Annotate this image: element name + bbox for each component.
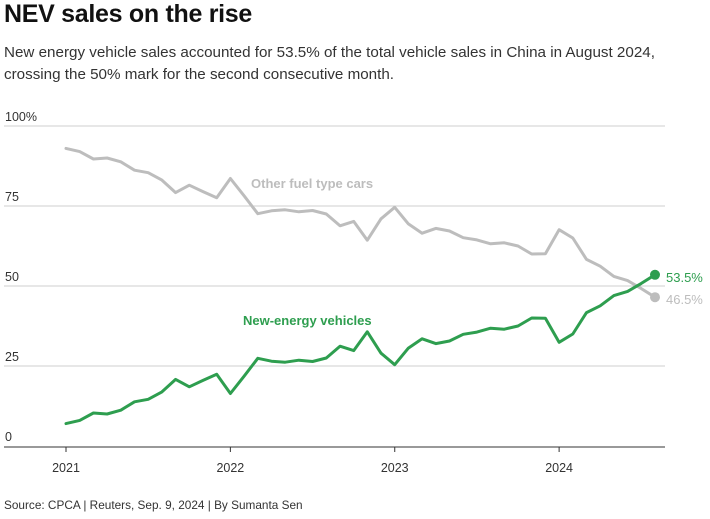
- end-label-new-energy-vehicles: 53.5%: [666, 270, 703, 285]
- end-marker-new-energy-vehicles: [650, 269, 660, 280]
- y-tick-label-25: 25: [5, 350, 19, 364]
- series-line-new-energy-vehicles: [64, 273, 657, 426]
- y-tick-label-0: 0: [5, 430, 12, 444]
- chart-subtitle: New energy vehicle sales accounted for 5…: [4, 44, 655, 83]
- x-tick-label-2024: 2024: [545, 461, 573, 475]
- source-note: Source: CPCA | Reuters, Sep. 9, 2024 | B…: [4, 498, 303, 512]
- series-name-other-fuel-type-cars: Other fuel type cars: [251, 176, 373, 191]
- y-tick-label-75: 75: [5, 190, 19, 204]
- chart-title: NEV sales on the rise: [4, 0, 252, 28]
- x-tick-label-2021: 2021: [52, 461, 80, 475]
- y-tick-label-50: 50: [5, 270, 19, 284]
- axes: 0 25 50 75 100% 2021 2022 2023 2024: [4, 110, 665, 475]
- end-label-other-fuel-type-cars: 46.5%: [666, 292, 703, 307]
- series-line-other-fuel-type-cars: [64, 146, 657, 299]
- y-tick-label-100: 100%: [5, 110, 37, 124]
- end-marker-other-fuel-type-cars: [650, 292, 660, 303]
- x-tick-label-2022: 2022: [216, 461, 244, 475]
- labels: 46.5% Other fuel type cars 53.5% New-energy…: [243, 176, 703, 328]
- series: [64, 146, 660, 426]
- gridlines: [4, 125, 665, 367]
- series-name-new-energy-vehicles: New-energy vehicles: [243, 313, 372, 328]
- x-tick-label-2023: 2023: [381, 461, 409, 475]
